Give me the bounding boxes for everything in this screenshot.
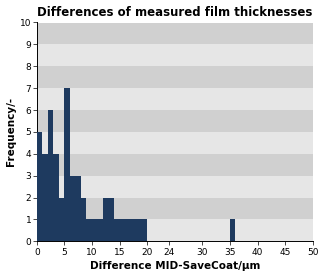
Bar bbox=[37, 198, 313, 219]
Bar bbox=[75, 176, 81, 241]
Bar bbox=[37, 132, 313, 154]
Bar bbox=[92, 219, 98, 241]
Bar bbox=[37, 132, 42, 241]
Bar bbox=[48, 110, 53, 241]
Title: Differences of measured film thicknesses: Differences of measured film thicknesses bbox=[37, 6, 312, 19]
Bar bbox=[42, 154, 48, 241]
Y-axis label: Frequency/-: Frequency/- bbox=[6, 97, 16, 166]
Bar bbox=[142, 219, 147, 241]
Bar bbox=[131, 219, 136, 241]
Bar bbox=[230, 219, 236, 241]
Bar bbox=[125, 219, 131, 241]
Bar bbox=[64, 88, 70, 241]
Bar bbox=[37, 219, 313, 241]
Bar bbox=[103, 198, 109, 241]
Bar bbox=[37, 88, 313, 110]
Bar bbox=[120, 219, 125, 241]
Bar bbox=[98, 219, 103, 241]
X-axis label: Difference MID-SaveCoat/µm: Difference MID-SaveCoat/µm bbox=[89, 261, 260, 271]
Bar bbox=[70, 176, 75, 241]
Bar bbox=[53, 154, 59, 241]
Bar bbox=[59, 198, 64, 241]
Bar bbox=[37, 154, 313, 176]
Bar bbox=[87, 219, 92, 241]
Bar bbox=[37, 176, 313, 198]
Bar bbox=[37, 44, 313, 66]
Bar bbox=[37, 110, 313, 132]
Bar bbox=[109, 198, 114, 241]
Bar bbox=[37, 66, 313, 88]
Bar bbox=[37, 22, 313, 44]
Bar bbox=[81, 198, 87, 241]
Bar bbox=[114, 219, 120, 241]
Bar bbox=[136, 219, 142, 241]
